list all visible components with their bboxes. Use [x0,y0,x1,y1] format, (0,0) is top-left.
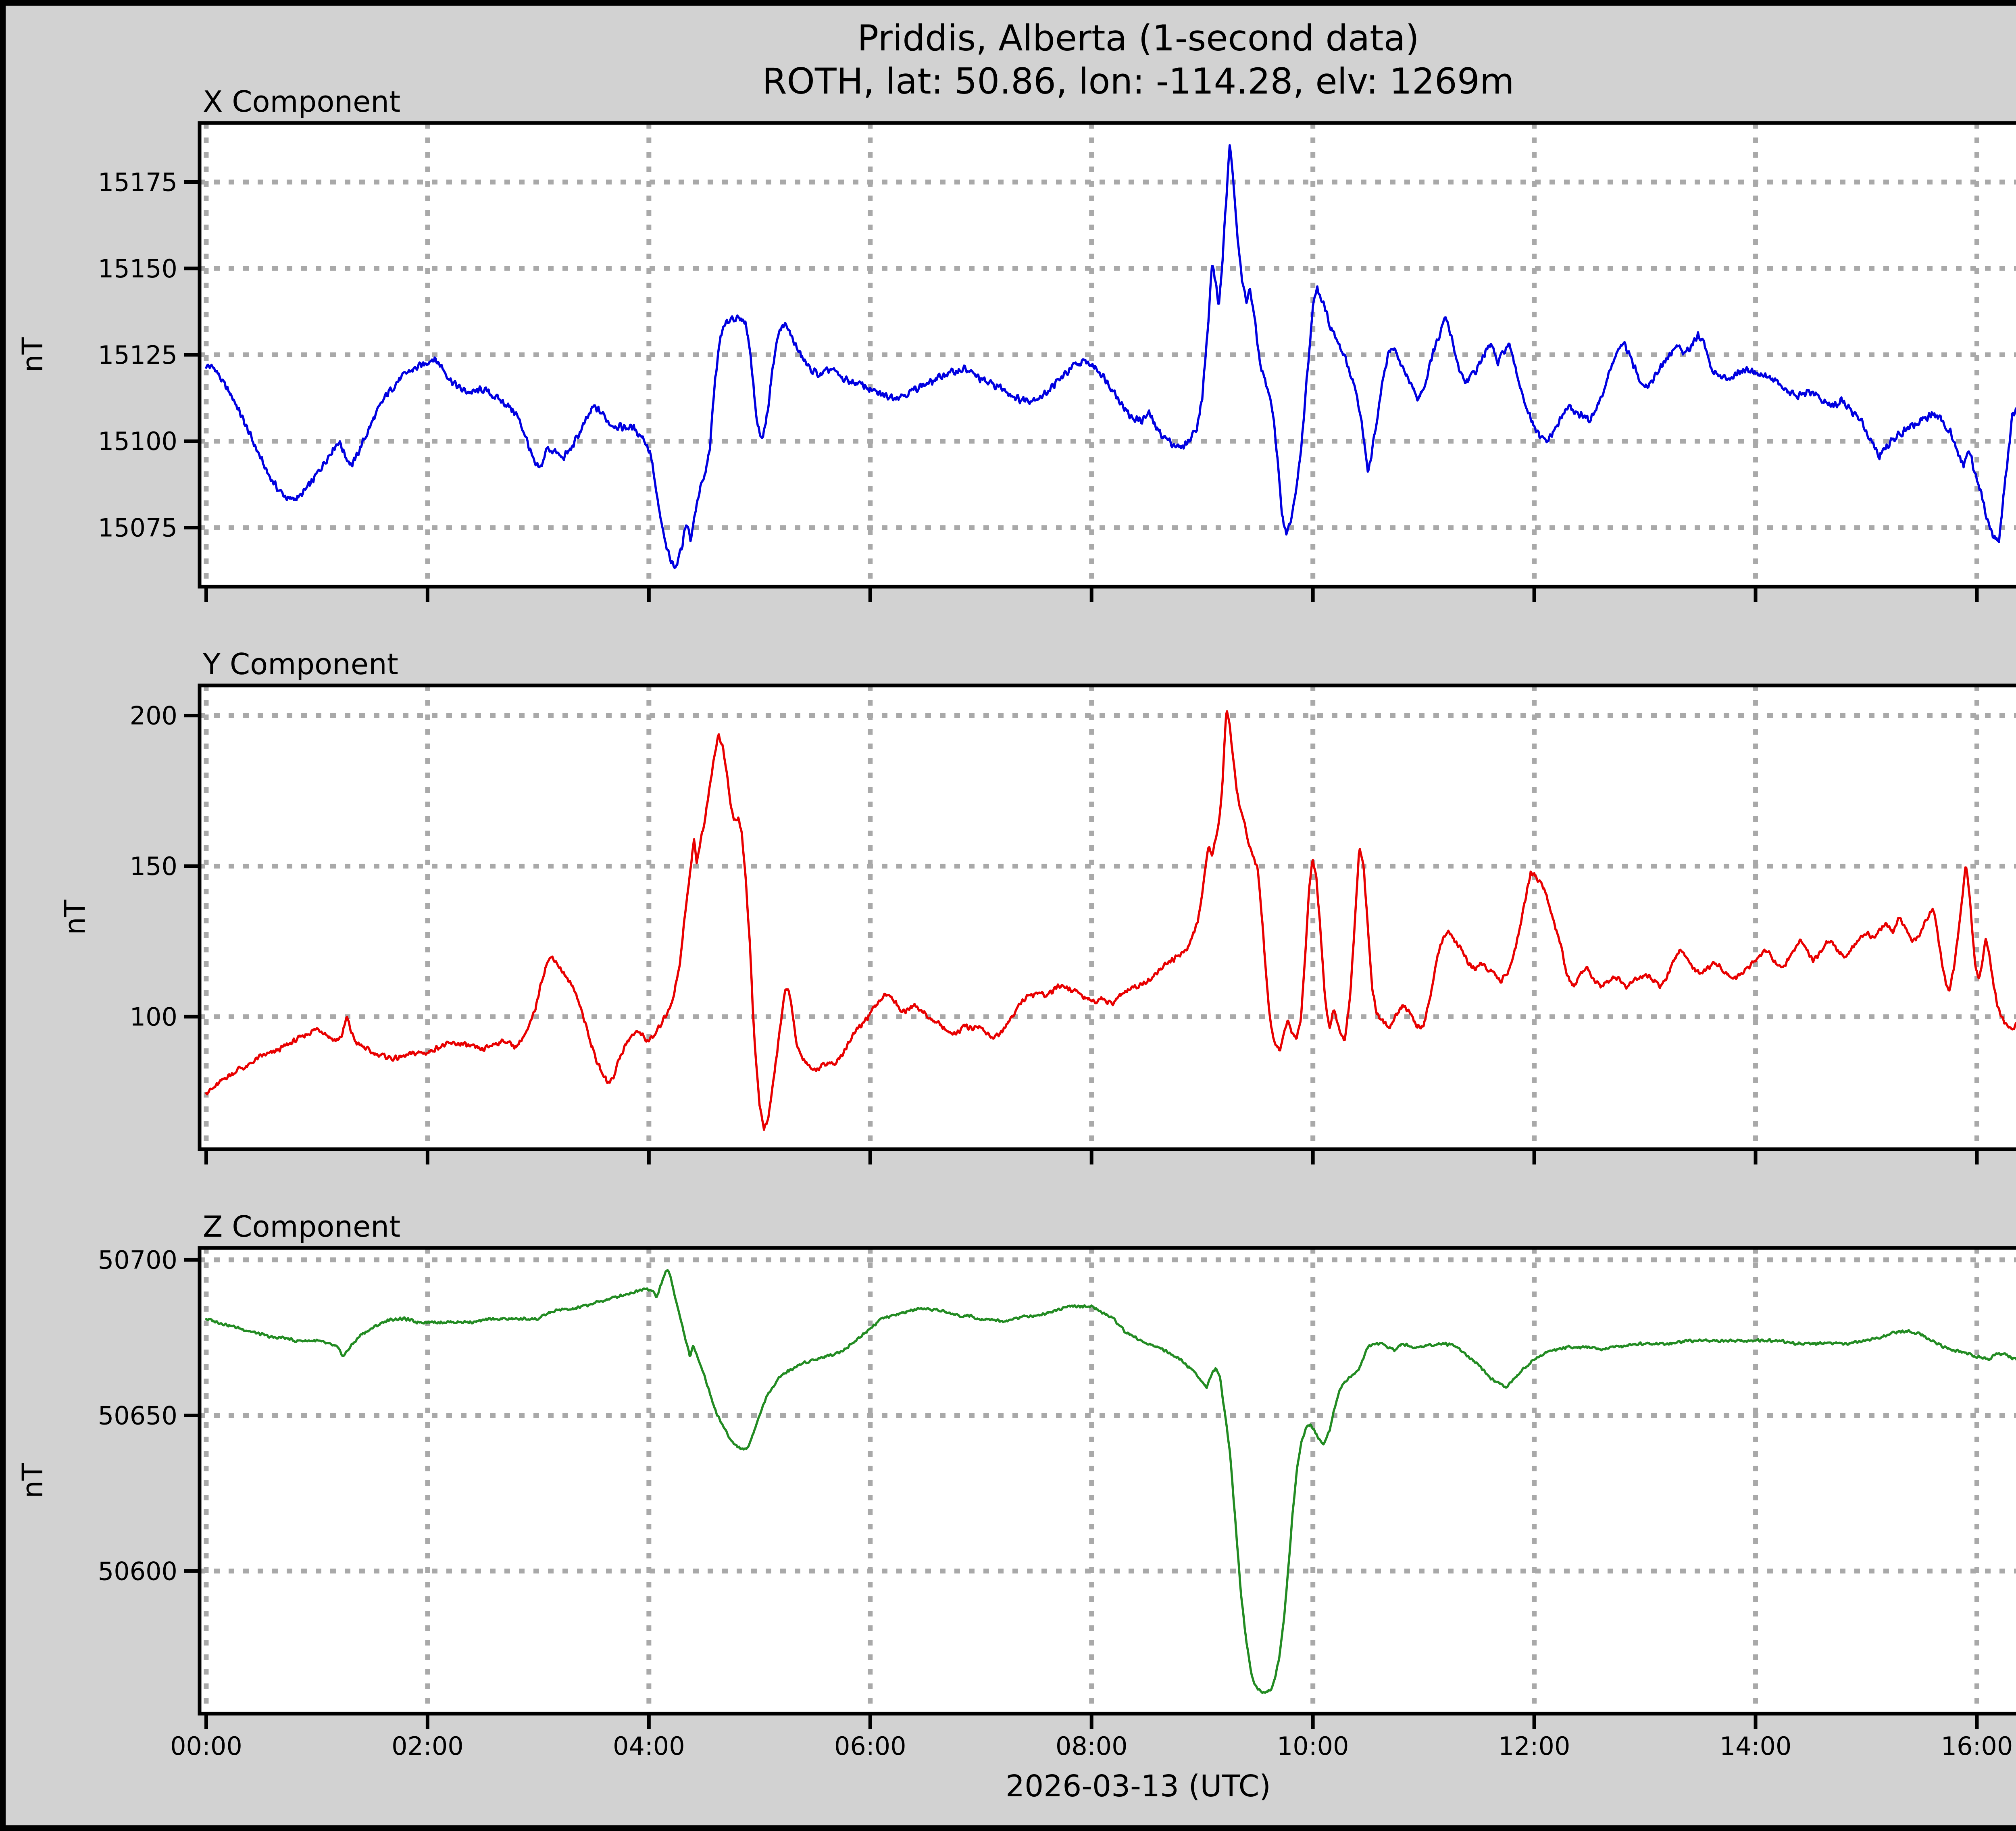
y-tick-label: 15075 [98,513,177,542]
y-axis-label: nT [16,337,49,372]
y-axis-label: nT [58,900,92,935]
x-tick-label: 06:00 [834,1731,906,1761]
x-axis-label: 2026-03-13 (UTC) [1006,1769,1271,1804]
x-tick-label: 12:00 [1498,1731,1570,1761]
plot-frame [198,683,2016,1151]
x-tick-label: 16:00 [1941,1731,2013,1761]
x-tick-label: 14:00 [1720,1731,1792,1761]
y-tick-label: 100 [130,1002,177,1031]
figure-subtitle: ROTH, lat: 50.86, lon: -114.28, elv: 126… [762,60,1514,102]
x-tick-label: 04:00 [613,1731,685,1761]
x-tick-label: 08:00 [1056,1731,1128,1761]
panel-title-y-component: Y Component [202,647,398,681]
plot-area [200,685,2016,1149]
gridlines [200,123,2016,587]
x-tick-label: 10:00 [1277,1731,1349,1761]
y-tick-label: 150 [130,852,177,881]
y-tick-label: 50650 [98,1401,177,1430]
panel-title-z-component: Z Component [203,1210,400,1244]
y-tick-label: 50700 [98,1245,177,1275]
tick-marks [184,714,1979,1164]
figure-title: Priddis, Alberta (1-second data) [857,17,1419,59]
y-tick-label: 15100 [98,427,177,456]
plot-frame [198,1246,2016,1716]
y-tick-label: 15125 [98,340,177,370]
y-tick-label: 50600 [98,1556,177,1586]
panel-x-component: 15075 15100 15125 15150 15175 X Component nT [16,85,2016,602]
tick-marks [184,180,1979,602]
panel-z-component: 50600 50650 50700 Z Component nT 00:00 02:00 04… [16,1210,2016,1761]
y-tick-label: 15150 [98,254,177,283]
y-tick-label: 200 [130,701,177,731]
y-tick-label: 15175 [98,168,177,197]
x-tick-label: 00:00 [170,1731,242,1761]
plot-area [200,1248,2016,1714]
y-component-line [205,710,2016,1131]
y-axis-label: nT [16,1463,49,1498]
x-component-line [205,144,2016,569]
gridlines [200,685,2016,1149]
tick-marks [184,1258,1979,1729]
panel-y-component: 100 150 200 Y Component nT [58,647,2016,1164]
gridlines [200,1248,2016,1714]
x-tick-label: 02:00 [392,1731,464,1761]
panel-title-x-component: X Component [203,85,400,119]
z-component-line [205,1269,2016,1694]
